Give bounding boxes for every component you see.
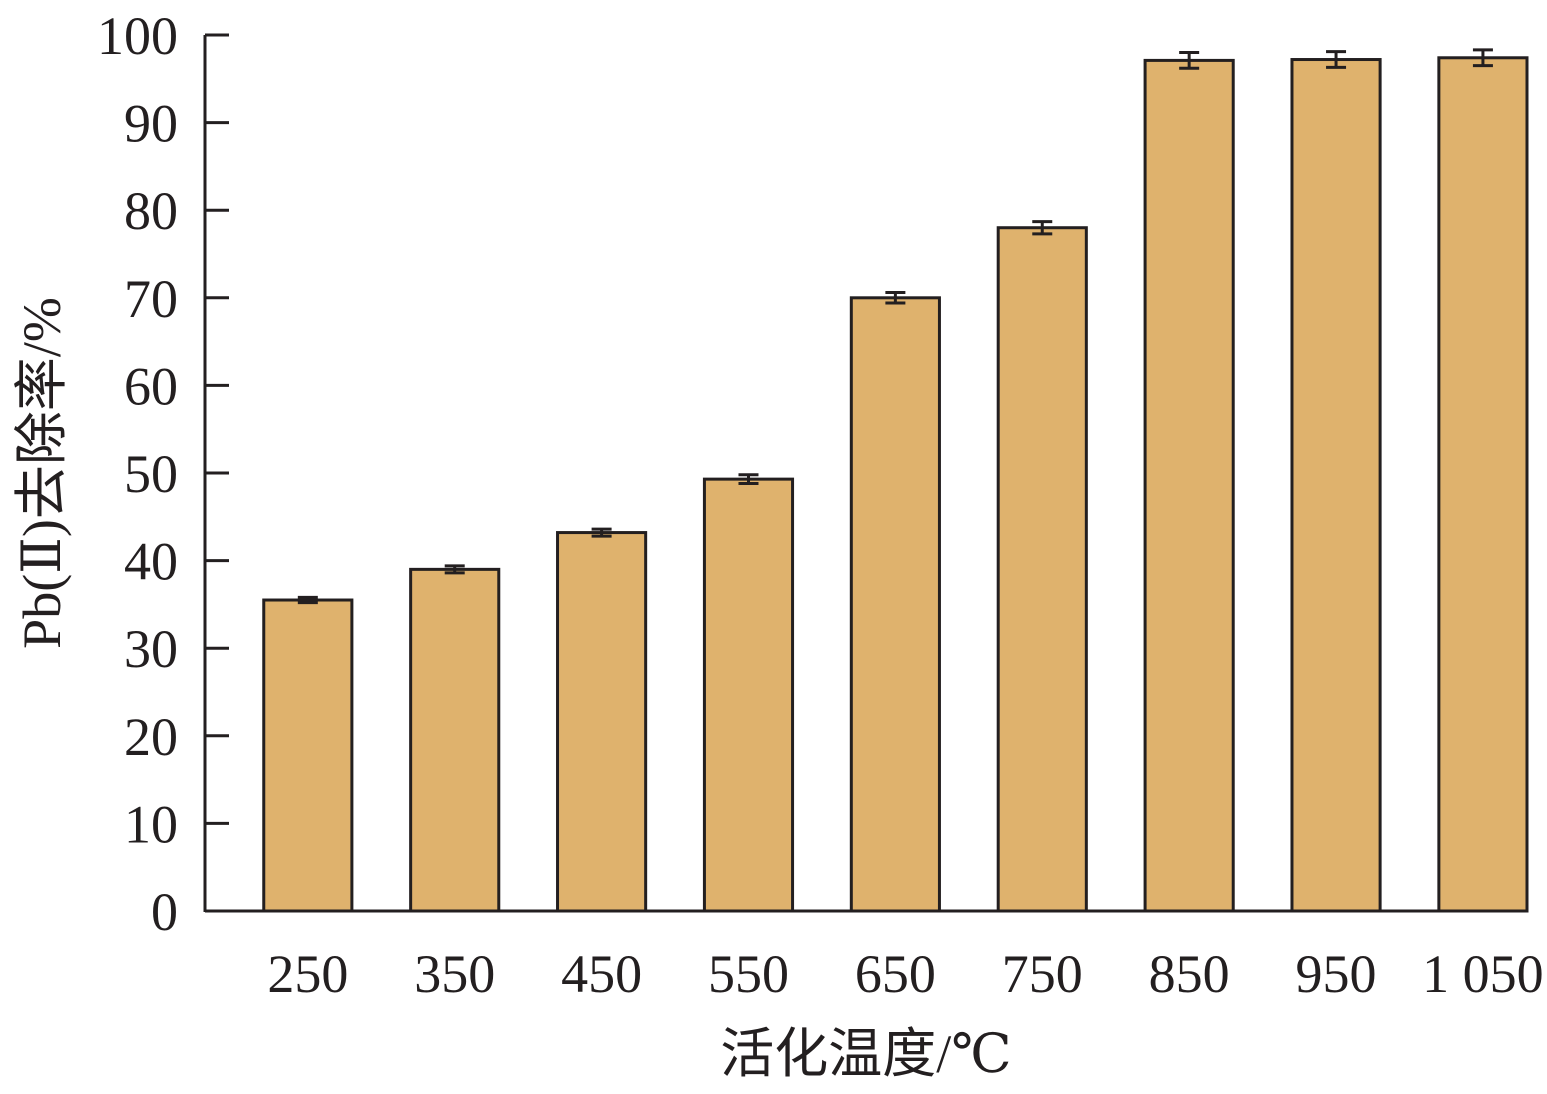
y-ticks-group: 0 10 20 30 40 50 60 70 80 90 100 bbox=[97, 6, 229, 942]
y-tick-label: 100 bbox=[97, 6, 178, 66]
bar bbox=[1143, 58, 1235, 913]
bar bbox=[702, 477, 795, 913]
x-axis-title: 活化温度/℃ bbox=[720, 1024, 1011, 1084]
x-tick-label: 850 bbox=[1149, 944, 1230, 1004]
bar bbox=[996, 226, 1088, 913]
bar bbox=[849, 296, 941, 913]
y-tick-label: 10 bbox=[124, 794, 178, 854]
y-axis-title: Pb(Ⅱ)去除率/% bbox=[12, 297, 72, 649]
x-tick-label: 450 bbox=[561, 944, 642, 1004]
x-tick-label: 350 bbox=[414, 944, 495, 1004]
bar bbox=[556, 531, 648, 913]
x-tick-label: 950 bbox=[1296, 944, 1377, 1004]
y-tick-label: 60 bbox=[124, 356, 178, 416]
y-tick-label: 70 bbox=[124, 269, 178, 329]
x-tick-label: 250 bbox=[267, 944, 348, 1004]
x-tick-label: 750 bbox=[1002, 944, 1083, 1004]
y-tick-label: 30 bbox=[124, 619, 178, 679]
x-tick-label: 1 050 bbox=[1422, 944, 1544, 1004]
y-tick-label: 50 bbox=[124, 444, 178, 504]
bars-group bbox=[262, 56, 1529, 913]
y-tick-label: 40 bbox=[124, 532, 178, 592]
bar bbox=[409, 567, 501, 913]
x-tick-label: 650 bbox=[855, 944, 936, 1004]
bar bbox=[1290, 58, 1382, 913]
error-bars-group bbox=[297, 48, 1493, 605]
y-tick-label: 0 bbox=[151, 882, 178, 942]
bar bbox=[262, 598, 354, 913]
x-tick-label: 550 bbox=[708, 944, 789, 1004]
bar bbox=[1437, 56, 1529, 913]
y-tick-label: 90 bbox=[124, 94, 178, 154]
y-tick-label: 20 bbox=[124, 707, 178, 767]
y-tick-label: 80 bbox=[124, 181, 178, 241]
x-ticks-group: 250 350 450 550 650 750 850 950 1 050 bbox=[267, 944, 1543, 1004]
